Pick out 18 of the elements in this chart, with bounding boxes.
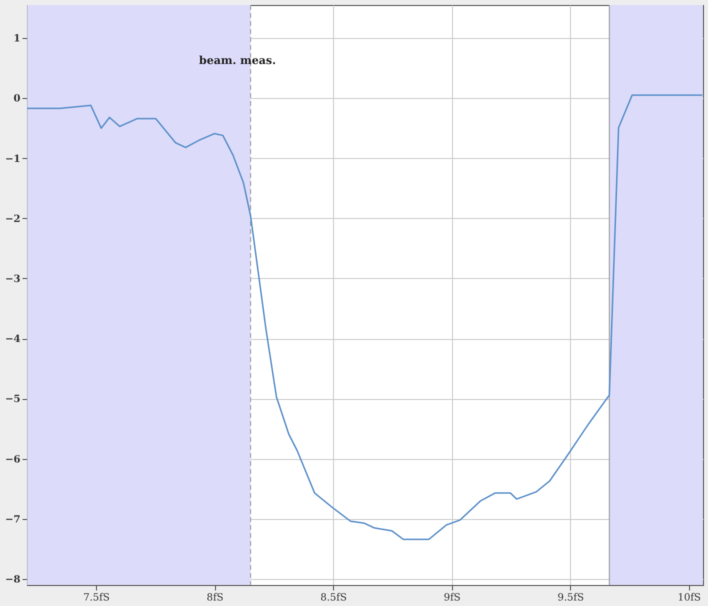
x-tick-label: 8fS [206, 592, 224, 604]
x-tick-label: 8.5fS [320, 592, 347, 604]
y-tick-label: −6 [5, 454, 21, 466]
y-tick-label: −4 [5, 334, 21, 346]
y-tick-label: 0 [14, 94, 21, 105]
x-tick-label: 10fS [678, 592, 702, 604]
line-series [26, 94, 704, 540]
y-tick-label: −1 [5, 154, 20, 165]
annotation: beam. meas. [199, 54, 276, 67]
x-tick-label: 9.5fS [557, 592, 584, 604]
y-tick-label: −5 [5, 394, 21, 406]
x-tick-label: 7.5fS [83, 592, 110, 604]
y-tick-label: −2 [5, 214, 21, 225]
y-tick-label: −7 [5, 514, 21, 526]
y-tick-label: −3 [5, 274, 21, 285]
x-tick-label: 9fS [444, 592, 461, 604]
y-tick-label: −8 [5, 574, 21, 586]
y-tick-label: 1 [14, 34, 20, 45]
